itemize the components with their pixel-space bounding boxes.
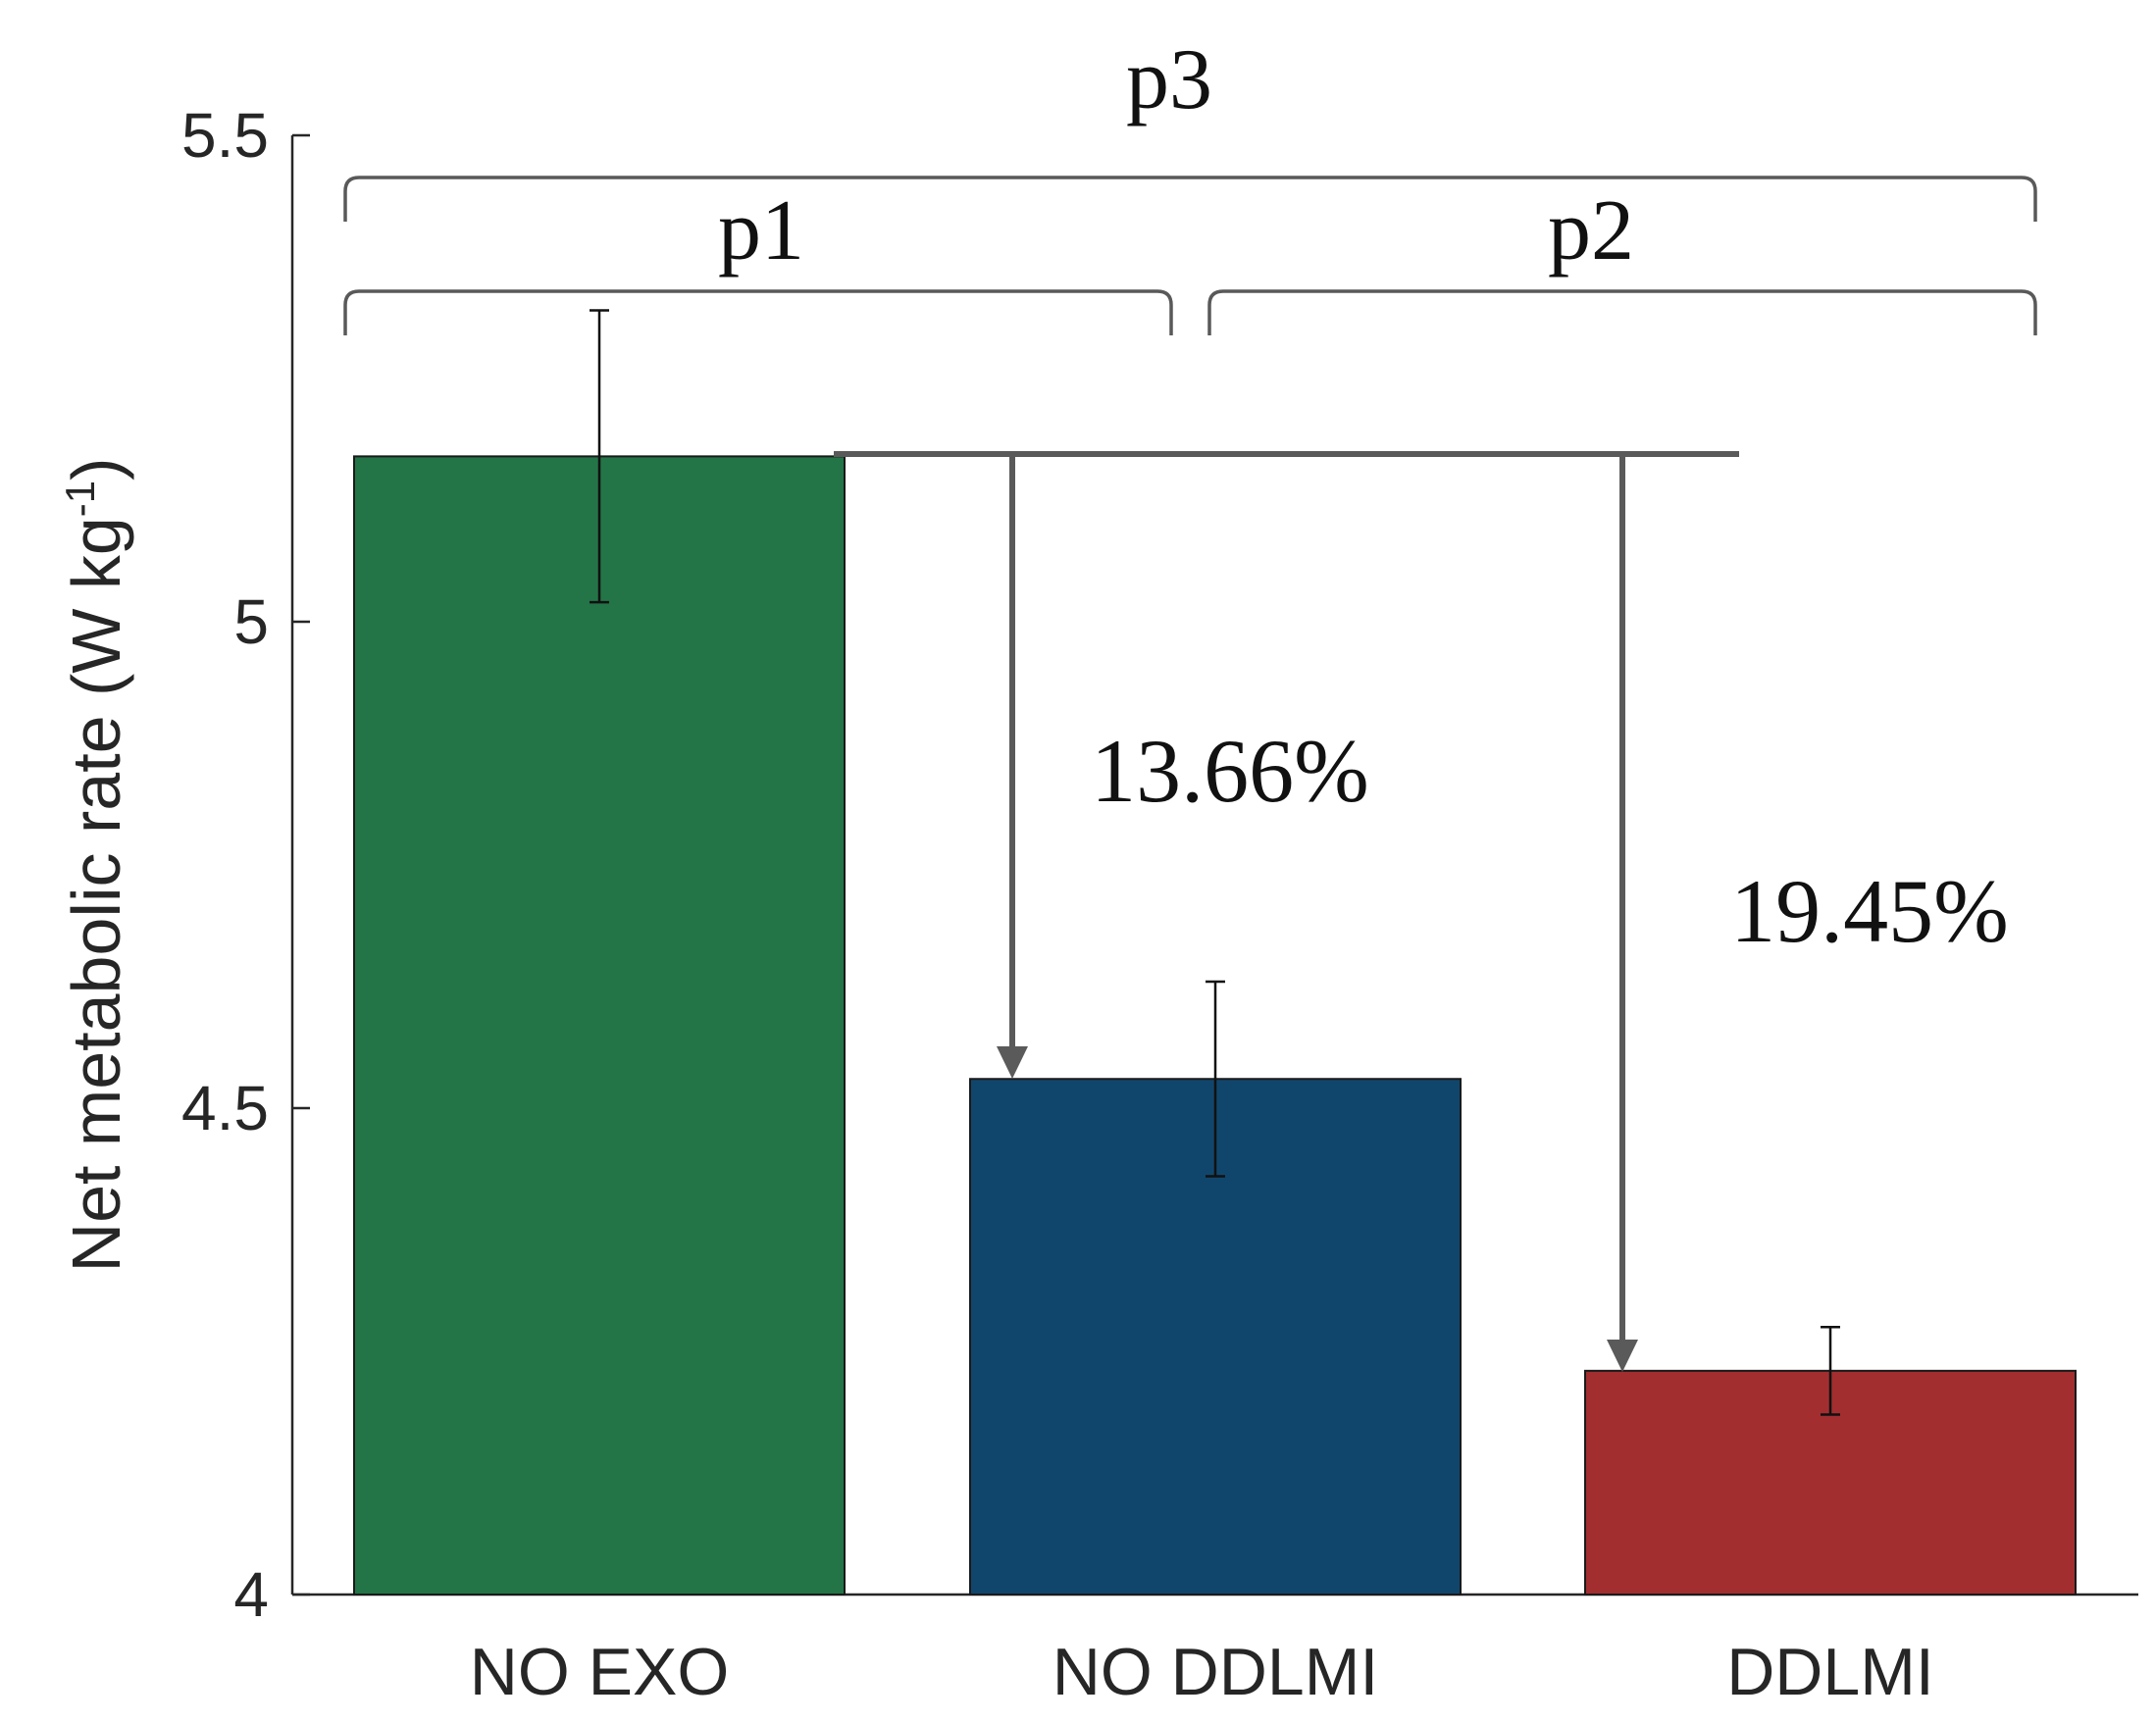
reduction-label-no-ddlmi: 13.66% bbox=[1091, 721, 1369, 821]
error-bar-ddlmi bbox=[1821, 1325, 1840, 1416]
bar-no-exo bbox=[353, 455, 846, 1596]
reduction-arrow-1-head bbox=[997, 1046, 1028, 1079]
error-bar-no-ddlmi bbox=[1206, 980, 1225, 1178]
y-tick-label: 4 bbox=[233, 1559, 269, 1630]
reduction-annotations: 13.66% 19.45% bbox=[834, 451, 2009, 1372]
reduction-label-ddlmi: 19.45% bbox=[1730, 861, 2009, 961]
bracket-p2 bbox=[1207, 289, 2037, 335]
y-axis-label-main: Net metabolic rate (W kg bbox=[58, 517, 134, 1272]
y-ticks: 4 4.5 5 5.5 bbox=[181, 100, 310, 1630]
error-bar-no-exo bbox=[590, 309, 609, 604]
significance-label-p1: p1 bbox=[718, 183, 804, 279]
error-bars bbox=[590, 309, 1840, 1416]
y-tick-label: 5.5 bbox=[181, 100, 269, 171]
category-label-no-exo: NO EXO bbox=[470, 1635, 730, 1709]
category-labels: NO EXO NO DDLMI DDLMI bbox=[470, 1635, 1934, 1709]
y-tick-label: 5 bbox=[233, 586, 269, 657]
y-axis-label-suffix: ) bbox=[58, 458, 134, 481]
reduction-arrow-2-head bbox=[1607, 1340, 1638, 1372]
y-tick-label: 4.5 bbox=[181, 1073, 269, 1143]
category-label-ddlmi: DDLMI bbox=[1726, 1635, 1934, 1709]
bracket-p1 bbox=[343, 289, 1173, 335]
bars bbox=[353, 455, 2077, 1596]
category-label-no-ddlmi: NO DDLMI bbox=[1052, 1635, 1378, 1709]
significance-brackets: p3 p1 p2 bbox=[343, 32, 2037, 335]
significance-label-p3: p3 bbox=[1126, 32, 1212, 127]
y-axis-label: Net metabolic rate (W kg-1) bbox=[57, 458, 134, 1273]
y-axis-label-superscript: -1 bbox=[57, 481, 103, 517]
significance-label-p2: p2 bbox=[1548, 183, 1634, 279]
bracket-p3 bbox=[343, 176, 2037, 222]
